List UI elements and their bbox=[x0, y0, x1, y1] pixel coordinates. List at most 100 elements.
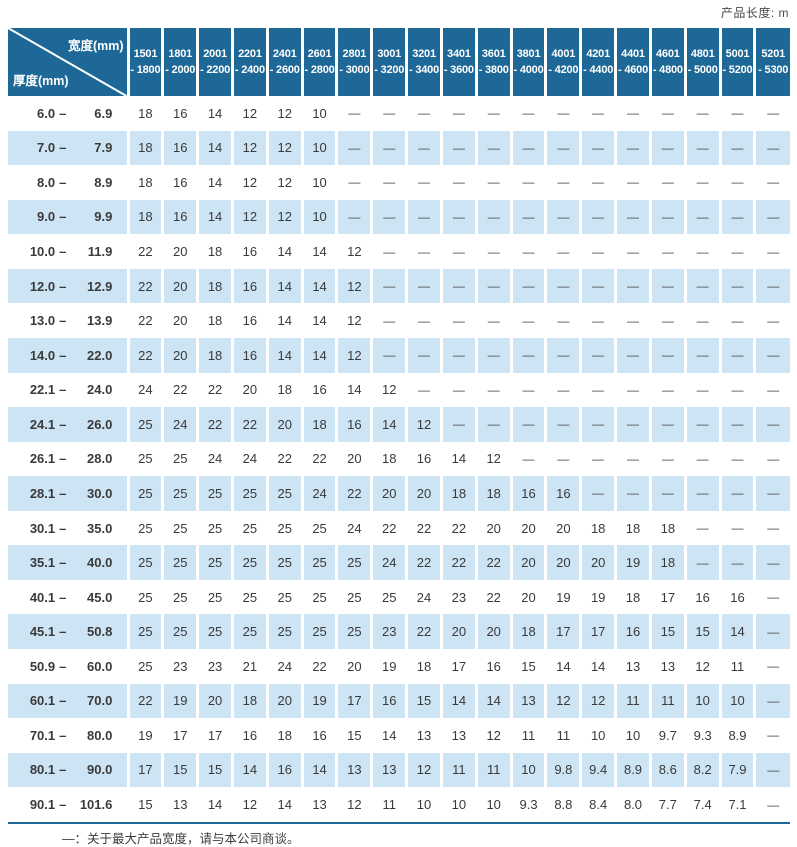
cell-length-value: 9.3 bbox=[509, 787, 546, 822]
column-header: 2401- 2600 bbox=[265, 28, 303, 96]
cell-length-value: 8.8 bbox=[544, 787, 581, 822]
cell-length-value: 14 bbox=[439, 441, 477, 477]
cell-dash: — bbox=[405, 165, 442, 200]
cell-length-value: 14 bbox=[196, 165, 233, 200]
cell-length-value: 18 bbox=[265, 718, 303, 753]
cell-length-value: 17 bbox=[439, 649, 477, 684]
cell-dash: — bbox=[648, 372, 686, 408]
cell-length-value: 18 bbox=[648, 510, 686, 546]
cell-length-value: 16 bbox=[614, 614, 651, 649]
cell-length-value: 20 bbox=[509, 545, 546, 580]
cell-length-value: 22 bbox=[196, 372, 233, 408]
cell-length-value: 20 bbox=[335, 441, 372, 477]
cell-length-value: 12 bbox=[474, 441, 512, 477]
thickness-axis-label: 厚度(mm) bbox=[13, 74, 69, 88]
cell-dash: — bbox=[614, 476, 651, 511]
cell-length-value: 22 bbox=[126, 683, 163, 719]
cell-dash: — bbox=[753, 268, 790, 304]
table-row: 6.0–6.9 18 16 14 12 12 10— — — — — — — — — — — — — bbox=[8, 96, 790, 131]
cell-length-value: 19 bbox=[614, 545, 651, 580]
column-header: 3601- 3800 bbox=[474, 28, 512, 96]
cell-length-value: 7.7 bbox=[648, 787, 686, 822]
cell-length-value: 14 bbox=[265, 303, 303, 338]
cell-dash: — bbox=[509, 441, 546, 477]
cell-length-value: 7.9 bbox=[718, 752, 755, 788]
cell-dash: — bbox=[439, 407, 477, 442]
table-row: 13.0–13.9 22 20 18 16 14 14 12— — — — — — — — — — — — bbox=[8, 303, 790, 338]
cell-dash: — bbox=[648, 96, 686, 131]
cell-length-value: 12 bbox=[230, 165, 268, 200]
cell-dash: — bbox=[335, 96, 372, 131]
column-header: 2801- 3000 bbox=[335, 28, 372, 96]
cell-length-value: 22 bbox=[126, 303, 163, 338]
cell-length-value: 16 bbox=[405, 441, 442, 477]
cell-length-value: 24 bbox=[335, 510, 372, 546]
row-header-thickness-range: 28.1–30.0 bbox=[29, 485, 113, 501]
cell-length-value: 25 bbox=[161, 510, 198, 546]
cell-length-value: 11 bbox=[614, 683, 651, 719]
cell-dash: — bbox=[753, 234, 790, 269]
cell-length-value: 14 bbox=[265, 337, 303, 373]
cell-dash: — bbox=[718, 337, 755, 373]
cell-dash: — bbox=[509, 303, 546, 338]
cell-dash: — bbox=[474, 303, 512, 338]
row-header-thickness-range: 70.1–80.0 bbox=[29, 727, 113, 743]
cell-length-value: 20 bbox=[439, 614, 477, 649]
cell-length-value: 23 bbox=[161, 649, 198, 684]
cell-length-value: 12 bbox=[335, 234, 372, 269]
cell-dash: — bbox=[718, 268, 755, 304]
cell-dash: — bbox=[614, 268, 651, 304]
cell-dash: — bbox=[474, 372, 512, 408]
table-row: 60.1–70.0 22 19 20 18 20 19 17 16 15 14 14 13 12 12 11 1… bbox=[8, 683, 790, 719]
row-header-thickness-range: 45.1–50.8 bbox=[29, 624, 113, 640]
cell-length-value: 22 bbox=[439, 510, 477, 546]
cell-length-value: 22 bbox=[370, 510, 407, 546]
cell-dash: — bbox=[753, 545, 790, 580]
cell-length-value: 25 bbox=[265, 545, 303, 580]
cell-length-value: 7.4 bbox=[683, 787, 721, 822]
table-row: 12.0–12.9 22 20 18 16 14 14 12— — — — — — — — — — — — bbox=[8, 268, 790, 304]
cell-dash: — bbox=[509, 96, 546, 131]
table-row: 90.1–101.6 15 13 14 12 14 13 12 11 10 10 10 9.3 8.8 8.… bbox=[8, 787, 790, 822]
cell-length-value: 25 bbox=[300, 510, 337, 546]
table-row: 28.1–30.0 25 25 25 25 25 24 22 20 20 18 18 16 16— — — — —… bbox=[8, 476, 790, 511]
cell-length-value: 11 bbox=[544, 718, 581, 753]
cell-length-value: 12 bbox=[335, 268, 372, 304]
cell-length-value: 14 bbox=[300, 234, 337, 269]
cell-dash: — bbox=[544, 372, 581, 408]
cell-length-value: 8.2 bbox=[683, 752, 721, 788]
cell-dash: — bbox=[370, 96, 407, 131]
row-header-thickness-range: 26.1–28.0 bbox=[29, 451, 113, 467]
cell-length-value: 18 bbox=[648, 545, 686, 580]
cell-dash: — bbox=[648, 303, 686, 338]
cell-length-value: 8.0 bbox=[614, 787, 651, 822]
cell-length-value: 24 bbox=[300, 476, 337, 511]
cell-dash: — bbox=[370, 303, 407, 338]
cell-dash: — bbox=[718, 303, 755, 338]
cell-length-value: 22 bbox=[405, 545, 442, 580]
cell-length-value: 14 bbox=[196, 96, 233, 131]
cell-dash: — bbox=[614, 303, 651, 338]
cell-length-value: 17 bbox=[126, 752, 163, 788]
cell-length-value: 15 bbox=[161, 752, 198, 788]
cell-length-value: 16 bbox=[474, 649, 512, 684]
cell-length-value: 22 bbox=[196, 407, 233, 442]
cell-dash: — bbox=[683, 234, 721, 269]
cell-length-value: 15 bbox=[683, 614, 721, 649]
cell-length-value: 12 bbox=[474, 718, 512, 753]
cell-length-value: 25 bbox=[300, 614, 337, 649]
cell-length-value: 8.4 bbox=[579, 787, 616, 822]
cell-length-value: 12 bbox=[544, 683, 581, 719]
cell-length-value: 14 bbox=[265, 787, 303, 822]
cell-length-value: 15 bbox=[126, 787, 163, 822]
cell-length-value: 25 bbox=[126, 510, 163, 546]
row-header-thickness-range: 8.0–8.9 bbox=[37, 174, 113, 190]
cell-length-value: 22 bbox=[126, 234, 163, 269]
cell-length-value: 14 bbox=[265, 268, 303, 304]
cell-length-value: 14 bbox=[300, 268, 337, 304]
cell-length-value: 10 bbox=[439, 787, 477, 822]
cell-dash: — bbox=[579, 303, 616, 338]
column-header: 4001- 4200 bbox=[544, 28, 581, 96]
cell-length-value: 18 bbox=[126, 199, 163, 235]
cell-length-value: 16 bbox=[161, 130, 198, 166]
